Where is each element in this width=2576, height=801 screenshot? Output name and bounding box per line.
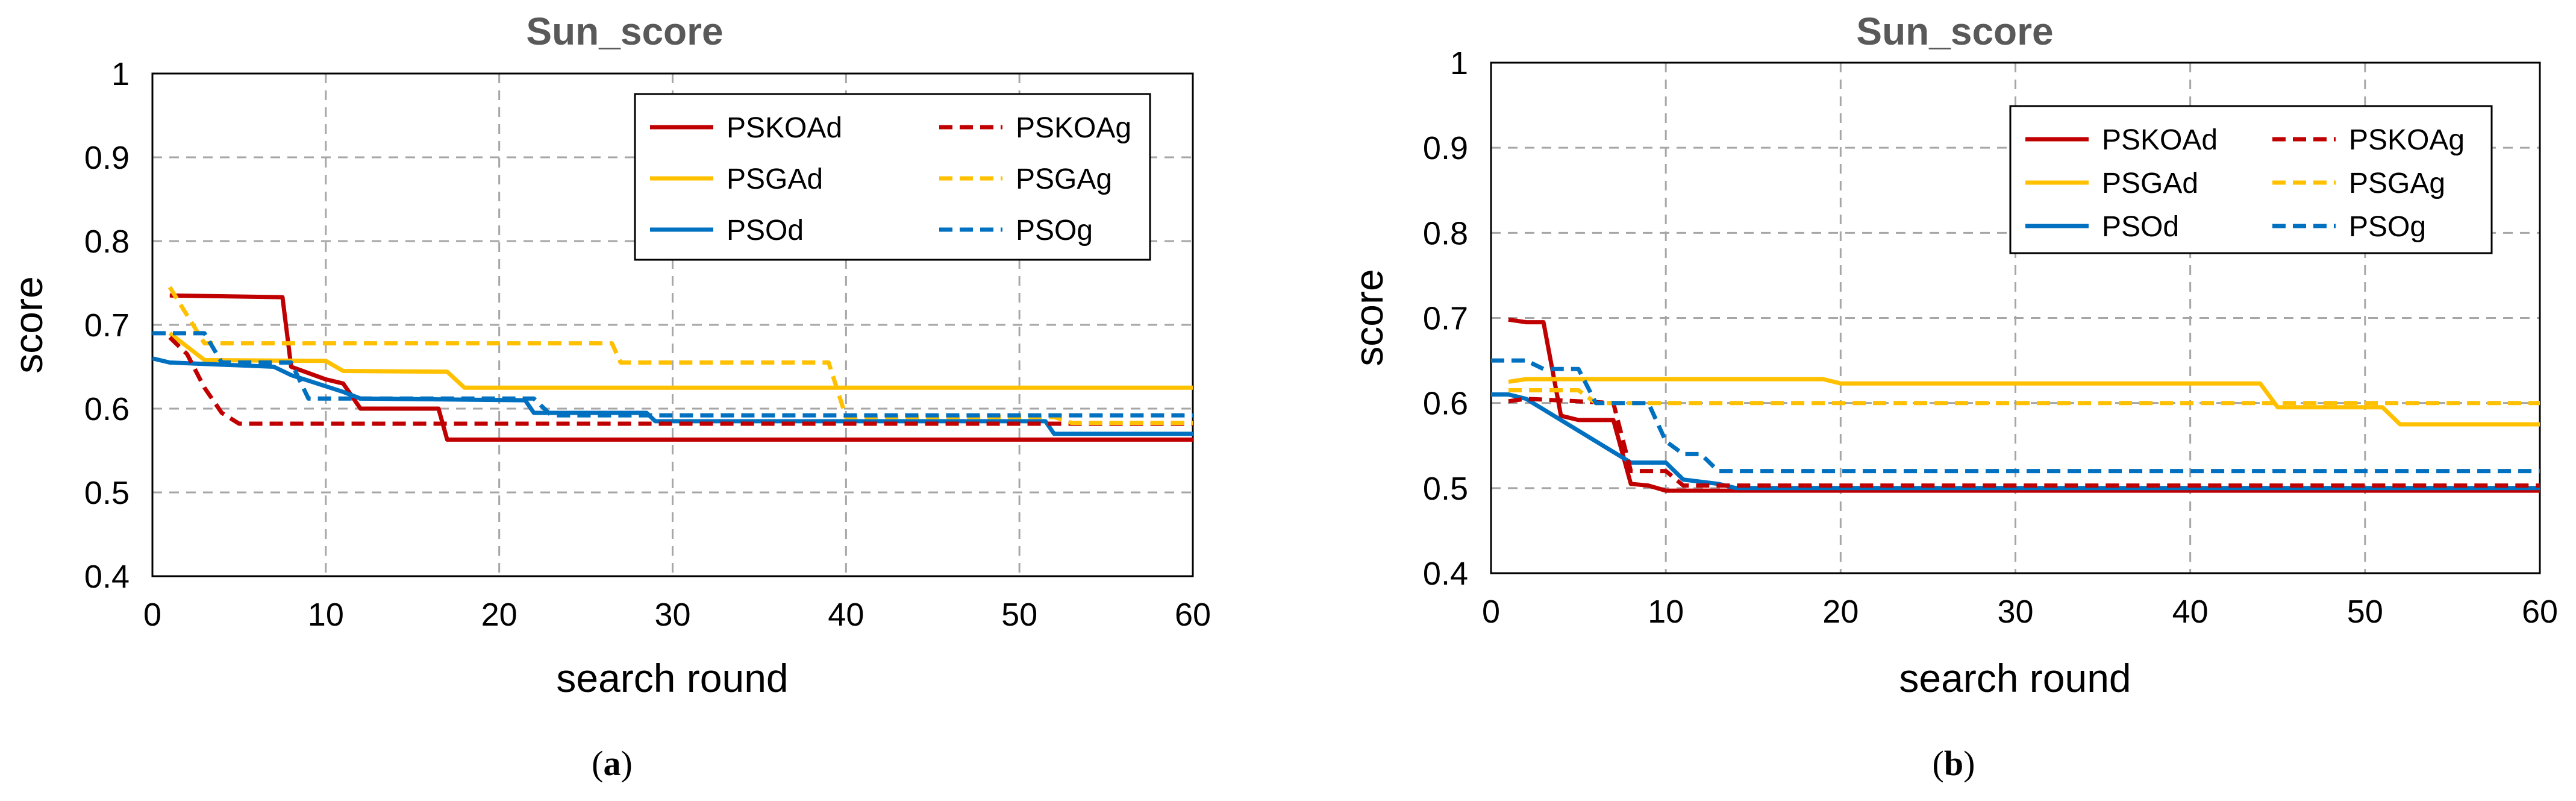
chart-b-y-tick-label: 0.8 [1423, 215, 1468, 251]
chart-a-series-psog [152, 331, 1193, 418]
chart-a-series-layer [152, 286, 1193, 442]
chart-a-caption: (a) [592, 744, 633, 783]
chart-a-title: Sun_score [526, 10, 723, 53]
chart-a-x-tick-label: 50 [1001, 597, 1037, 633]
chart-b-x-tick-label: 30 [1997, 594, 2033, 630]
chart-b-legend: PSKOAd PSKOAg PSGAd PSGAg PSOd PSOg [2009, 105, 2493, 254]
chart-a-y-tick-label: 0.6 [84, 391, 130, 427]
chart-a-x-tick-label: 20 [481, 597, 517, 633]
chart-a-legend-label-psgad: PSGAd [727, 163, 823, 195]
chart-b-y-axis-label: score [1346, 269, 1391, 366]
chart-b-legend-label-psgad: PSGAd [2102, 168, 2198, 199]
chart-a-y-tick-label: 0.5 [84, 475, 130, 511]
chart-b-series-psgad [1508, 377, 2540, 427]
chart-a-legend-box [634, 93, 1151, 261]
chart-a-legend-label-psog: PSOg [1016, 215, 1093, 247]
chart-b-legend-label-pskoad: PSKOAd [2102, 124, 2218, 156]
chart-b-x-tick-label: 40 [2172, 594, 2209, 630]
chart-a-plot-frame [151, 72, 1194, 577]
chart-b-legend-label-pskoag: PSKOAg [2349, 124, 2465, 156]
chart-b-legend-box [2009, 105, 2493, 254]
chart-a-series-pskoag [168, 336, 1193, 426]
chart-b-legend-label-psgag: PSGAg [2349, 168, 2445, 199]
chart-a-x-axis-label: search round [556, 656, 788, 700]
chart-b-x-tick-label: 50 [2347, 594, 2383, 630]
chart-b-x-tick-label: 0 [1482, 594, 1500, 630]
chart-b-plot-frame [1490, 61, 2541, 574]
chart-a-x-tick-labels: 0 10 20 30 40 50 60 [143, 597, 1211, 633]
chart-b-x-tick-label: 10 [1648, 594, 1684, 630]
chart-b-y-tick-labels: 0.4 0.5 0.6 0.7 0.8 0.9 1 [1423, 45, 1468, 592]
chart-b-legend-label-psod: PSOd [2102, 211, 2179, 243]
chart-a-y-tick-label: 0.9 [84, 140, 130, 176]
chart-b-y-tick-label: 0.7 [1423, 301, 1468, 337]
chart-a-legend-label-pskoag: PSKOAg [1016, 112, 1131, 144]
chart-b-x-tick-label: 20 [1822, 594, 1859, 630]
chart-a-y-tick-label: 1 [111, 56, 130, 92]
chart-b-y-tick-label: 0.5 [1423, 471, 1468, 507]
chart-a-series-pskoad [169, 293, 1193, 442]
chart-b-caption-letter: b [1944, 744, 1963, 783]
chart-b: Sun_score 0.4 0.5 0.6 0.7 0.8 0.9 1 0 10 20 30 40 5… [1346, 10, 2558, 783]
chart-b-legend-label-psog: PSOg [2349, 211, 2426, 243]
chart-b-y-tick-label: 1 [1450, 45, 1468, 81]
chart-b-x-tick-labels: 0 10 20 30 40 50 60 [1482, 594, 2558, 630]
chart-a: Sun_score 0.4 0.5 0.6 0.7 0.8 0.9 1 0 10 20 30 40 5… [6, 10, 1211, 783]
chart-a-legend-label-pskoad: PSKOAd [727, 112, 842, 144]
chart-b-series-layer [1491, 317, 2540, 493]
chart-b-series-psod [1491, 392, 2540, 491]
chart-b-x-tick-label: 60 [2522, 594, 2558, 630]
chart-b-series-psog [1491, 358, 2540, 474]
chart-a-y-tick-labels: 0.4 0.5 0.6 0.7 0.8 0.9 1 [84, 56, 130, 595]
chart-a-x-tick-label: 0 [143, 597, 161, 633]
chart-b-series-pskoad [1508, 317, 2540, 493]
chart-a-y-tick-label: 0.7 [84, 307, 130, 344]
chart-b-x-axis-label: search round [1899, 656, 2131, 700]
chart-a-legend-label-psgag: PSGAg [1016, 163, 1112, 195]
chart-a-series-psgag [167, 286, 1193, 426]
chart-a-y-tick-label: 0.8 [84, 224, 130, 260]
chart-b-series-psgag [1508, 388, 2540, 406]
chart-a-y-tick-label: 0.4 [84, 559, 130, 595]
chart-a-legend-label-psod: PSOd [727, 215, 804, 247]
chart-a-caption-letter: a [604, 744, 621, 783]
chart-b-y-tick-label: 0.9 [1423, 130, 1468, 166]
chart-a-x-tick-label: 40 [828, 597, 864, 633]
chart-a-y-axis-label: score [6, 276, 51, 373]
chart-b-y-tick-label: 0.6 [1423, 386, 1468, 422]
chart-b-title: Sun_score [1856, 10, 2053, 53]
chart-a-legend: PSKOAd PSKOAg PSGAd PSGAg PSOd PSOg [634, 93, 1151, 261]
chart-a-x-tick-label: 60 [1175, 597, 1211, 633]
chart-b-caption: (b) [1933, 744, 1975, 783]
chart-b-y-tick-label: 0.4 [1423, 556, 1468, 592]
chart-a-series-psgad [168, 331, 1193, 390]
chart-a-x-tick-label: 30 [654, 597, 690, 633]
chart-b-series-pskoag [1508, 397, 2540, 488]
chart-a-x-tick-label: 10 [308, 597, 344, 633]
